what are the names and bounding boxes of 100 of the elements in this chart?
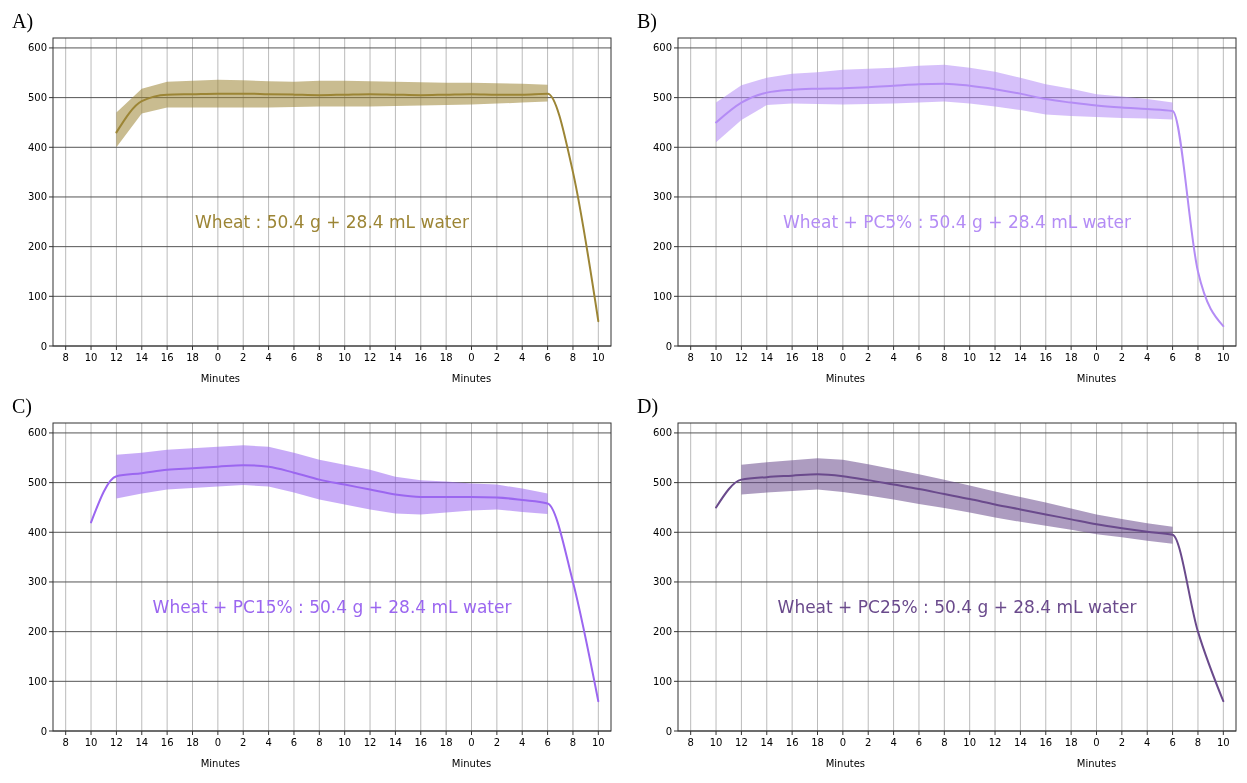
x-tick-label: 6: [290, 352, 298, 363]
x-tick-label: 8: [569, 352, 577, 363]
x-axis-title: Minutes: [200, 373, 241, 384]
chart-title: C): [12, 395, 32, 418]
x-tick-label: 0: [839, 352, 847, 363]
x-tick-label: 8: [62, 737, 69, 748]
x-tick-label: 4: [890, 352, 897, 363]
x-tick-label: 10: [963, 737, 977, 748]
x-tick-label: 16: [414, 737, 428, 748]
x-tick-label: 6: [544, 352, 551, 363]
x-tick-label: 2: [240, 737, 247, 748]
x-tick-label: 16: [160, 737, 174, 748]
x-tick-label: 8: [687, 737, 694, 748]
chart-title: A): [12, 10, 34, 33]
x-tick-label: 6: [290, 737, 298, 748]
y-tick-label: 100: [652, 675, 672, 687]
line-series: [115, 92, 600, 323]
x-tick-label: 0: [468, 737, 475, 748]
x-tick-label: 12: [110, 352, 123, 363]
chart-title: B): [637, 10, 657, 33]
y-tick-label: 0: [665, 725, 672, 737]
x-tick-label: 2: [493, 737, 501, 748]
x-tick-label: 8: [941, 737, 948, 748]
x-tick-label: 10: [84, 352, 98, 363]
x-tick-label: 16: [414, 352, 428, 363]
y-tick-label: 400: [27, 141, 47, 153]
x-tick-label: 18: [439, 737, 453, 748]
x-tick-label: 0: [839, 737, 847, 748]
x-tick-label: 18: [186, 352, 199, 363]
x-axis-title: Minutes: [200, 758, 241, 769]
x-axis-title: Minutes: [825, 373, 866, 384]
y-tick-label: 400: [27, 526, 47, 538]
x-tick-label: 12: [735, 737, 748, 748]
x-tick-label: 14: [760, 737, 774, 748]
x-tick-label: 0: [468, 352, 475, 363]
x-tick-label: 14: [389, 737, 402, 748]
y-tick-label: 500: [27, 92, 47, 104]
x-tick-label: 4: [265, 737, 272, 748]
x-tick-label: 16: [160, 352, 174, 363]
annotation: Wheat + PC15% : 50.4 g + 28.4 mL water: [152, 596, 512, 617]
y-tick-label: 600: [652, 427, 672, 439]
x-tick-label: 6: [1169, 737, 1176, 748]
x-tick-label: 12: [363, 737, 377, 748]
x-tick-label: 10: [1216, 737, 1230, 748]
y-tick-label: 500: [27, 477, 47, 489]
x-tick-label: 12: [110, 737, 123, 748]
x-tick-label: 16: [1039, 352, 1053, 363]
x-tick-label: 6: [544, 737, 551, 748]
y-tick-label: 600: [27, 42, 47, 54]
x-tick-label: 10: [963, 352, 977, 363]
y-tick-label: 500: [652, 92, 672, 104]
x-axis-title: Minutes: [825, 758, 866, 769]
y-tick-label: 0: [40, 725, 47, 737]
x-tick-label: 8: [316, 352, 323, 363]
x-tick-label: 18: [439, 352, 453, 363]
y-tick-label: 500: [652, 477, 672, 489]
x-tick-label: 4: [1144, 352, 1151, 363]
y-tick-label: 0: [40, 340, 47, 352]
text: Minutes: [451, 758, 492, 769]
y-tick-label: 400: [652, 141, 672, 153]
x-tick-label: 14: [1014, 737, 1027, 748]
x-tick-label: 10: [709, 352, 723, 363]
x-tick-label: 12: [988, 737, 1002, 748]
y-tick-label: 100: [27, 675, 47, 687]
line-series: [715, 82, 1225, 328]
x-tick-label: 4: [1144, 737, 1151, 748]
x-tick-label: 14: [760, 352, 774, 363]
x-tick-label: 14: [1014, 352, 1027, 363]
y-tick-label: 200: [652, 241, 672, 253]
x-tick-label: 4: [265, 352, 272, 363]
y-tick-label: 200: [27, 241, 47, 253]
x-tick-label: 2: [865, 352, 872, 363]
x-tick-label: 2: [493, 352, 501, 363]
annotation: Wheat + PC25% : 50.4 g + 28.4 mL water: [777, 596, 1137, 617]
text: Minutes: [1076, 373, 1117, 384]
x-tick-label: 6: [915, 352, 923, 363]
x-tick-label: 0: [1093, 352, 1100, 363]
y-tick-label: 600: [652, 42, 672, 54]
x-tick-label: 10: [84, 737, 98, 748]
y-tick-label: 100: [27, 290, 47, 302]
x-tick-label: 16: [1039, 737, 1053, 748]
y-tick-label: 300: [27, 191, 47, 203]
x-tick-label: 10: [338, 737, 352, 748]
x-tick-label: 8: [687, 352, 694, 363]
x-tick-label: 2: [240, 352, 247, 363]
y-tick-label: 200: [27, 626, 47, 638]
y-tick-label: 300: [652, 576, 672, 588]
y-tick-label: 300: [27, 576, 47, 588]
x-tick-label: 10: [591, 737, 605, 748]
x-tick-label: 18: [186, 737, 199, 748]
y-tick-label: 400: [652, 526, 672, 538]
x-tick-label: 2: [1118, 737, 1126, 748]
x-tick-label: 10: [709, 737, 723, 748]
annotation: Wheat : 50.4 g + 28.4 mL water: [195, 211, 469, 232]
x-tick-label: 16: [785, 737, 799, 748]
x-tick-label: 10: [338, 352, 352, 363]
x-tick-label: 12: [363, 352, 377, 363]
x-tick-label: 4: [519, 737, 526, 748]
x-tick-label: 18: [811, 737, 824, 748]
x-tick-label: 0: [214, 352, 222, 363]
